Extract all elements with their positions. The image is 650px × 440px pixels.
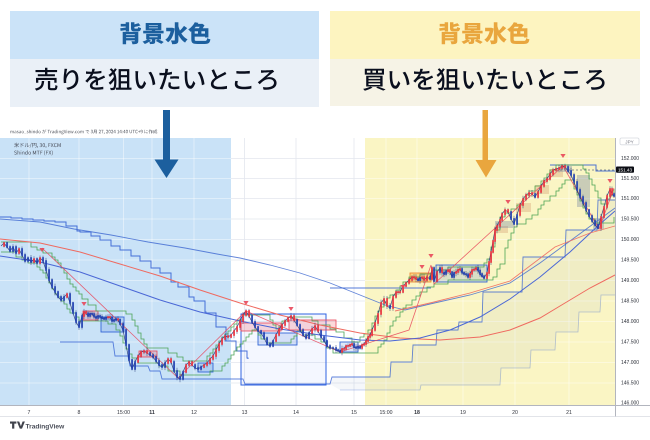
svg-text:JPY: JPY (625, 140, 633, 145)
svg-text:148.500: 148.500 (621, 299, 639, 305)
svg-text:150.000: 150.000 (621, 237, 639, 243)
svg-text:148.000: 148.000 (621, 319, 639, 325)
svg-text:146.000: 146.000 (621, 401, 639, 407)
svg-text:15:00: 15:00 (117, 410, 130, 416)
svg-text:11: 11 (149, 410, 155, 416)
svg-text:8: 8 (78, 410, 81, 416)
svg-text:14: 14 (293, 410, 299, 416)
svg-text:19: 19 (460, 410, 466, 416)
svg-text:147.000: 147.000 (621, 360, 639, 366)
svg-text:146.500: 146.500 (621, 381, 639, 387)
svg-text:149.500: 149.500 (621, 258, 639, 264)
svg-text:151.43: 151.43 (618, 168, 632, 173)
svg-text:15: 15 (351, 410, 357, 416)
svg-text:20: 20 (512, 410, 518, 416)
svg-text:150.500: 150.500 (621, 217, 639, 223)
svg-text:152.000: 152.000 (621, 156, 639, 162)
svg-text:151.500: 151.500 (621, 176, 639, 182)
svg-text:13: 13 (242, 410, 248, 416)
svg-text:147.500: 147.500 (621, 340, 639, 346)
svg-text:21: 21 (566, 410, 572, 416)
svg-text:18: 18 (414, 410, 420, 416)
svg-text:TradingView: TradingView (26, 423, 66, 430)
svg-text:149.000: 149.000 (621, 278, 639, 284)
svg-text:15:00: 15:00 (380, 410, 393, 416)
svg-text:151.000: 151.000 (621, 196, 639, 202)
svg-text:12: 12 (191, 410, 197, 416)
svg-text:7: 7 (28, 410, 31, 416)
